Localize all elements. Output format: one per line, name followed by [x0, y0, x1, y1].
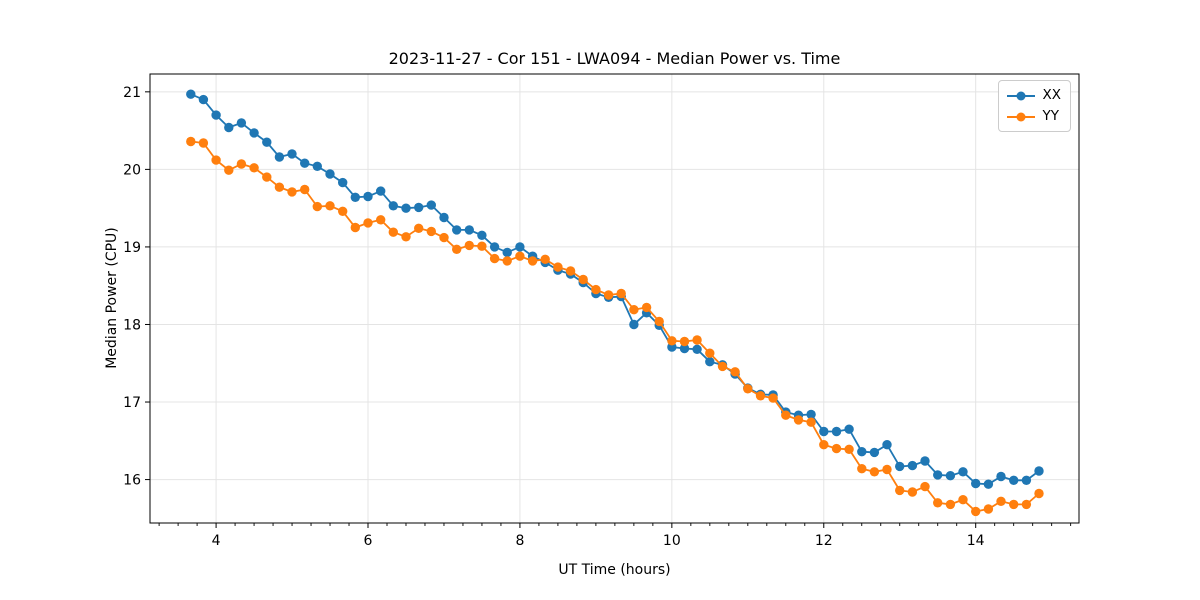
- series-YY: [186, 136, 1044, 517]
- y-tick-label: 17: [123, 395, 141, 411]
- legend-label-yy: YY: [1042, 107, 1060, 124]
- y-axis-label: Median Power (CPU): [104, 227, 120, 369]
- series-XX: [186, 89, 1044, 489]
- x-axis-minor-ticks: [158, 523, 1072, 526]
- x-axis-ticks: 4 6 8 10 12 14: [212, 523, 985, 549]
- legend-item-yy: YY: [1006, 106, 1062, 127]
- x-tick-label: 10: [663, 533, 681, 549]
- legend-swatch-xx: [1006, 91, 1035, 101]
- plot-area: [149, 73, 1080, 524]
- y-axis-ticks: 16 17 18 19 20 21: [123, 85, 150, 489]
- y-tick-label: 18: [123, 317, 141, 333]
- x-tick-label: 14: [967, 533, 985, 549]
- legend-swatch-yy: [1006, 112, 1035, 122]
- y-tick-label: 19: [123, 240, 141, 256]
- chart-title: 2023-11-27 - Cor 151 - LWA094 - Median P…: [388, 49, 841, 68]
- y-tick-label: 20: [123, 162, 141, 178]
- x-tick-label: 12: [815, 533, 833, 549]
- y-tick-label: 21: [123, 85, 141, 101]
- legend-marker-xx-icon: [1016, 91, 1025, 100]
- x-tick-label: 6: [364, 533, 373, 549]
- x-tick-label: 4: [212, 533, 221, 549]
- legend-label-xx: XX: [1042, 86, 1062, 103]
- x-tick-label: 8: [515, 533, 524, 549]
- legend-marker-yy-icon: [1016, 112, 1025, 121]
- grid-lines: [150, 74, 1079, 523]
- legend-item-xx: XX: [1006, 85, 1062, 106]
- legend: XX YY: [997, 80, 1071, 132]
- x-axis-label: UT Time (hours): [558, 562, 671, 578]
- y-tick-label: 16: [123, 473, 141, 489]
